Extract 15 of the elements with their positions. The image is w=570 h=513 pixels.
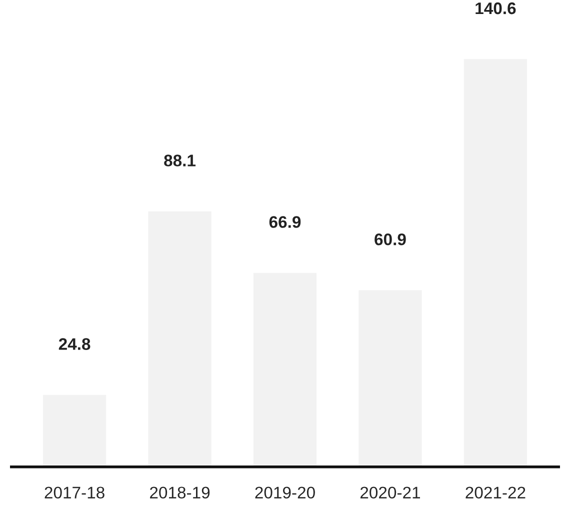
- data-label: 24.8: [58, 338, 90, 350]
- bar: [253, 272, 317, 467]
- x-tick-label: 2021-22: [466, 486, 526, 499]
- data-label: 66.9: [269, 216, 301, 228]
- bar: [42, 394, 106, 467]
- bar: [358, 290, 422, 467]
- x-tick-label: 2018-19: [150, 486, 210, 499]
- bar: [148, 211, 212, 467]
- data-label: 140.6: [476, 2, 516, 14]
- data-label: 60.9: [374, 233, 406, 246]
- bar: [464, 59, 528, 467]
- data-label: 88.1: [164, 154, 196, 166]
- x-tick-label: 2017-18: [44, 486, 104, 499]
- x-tick-label: 2020-21: [360, 486, 420, 499]
- x-tick-label: 2019-20: [255, 486, 315, 499]
